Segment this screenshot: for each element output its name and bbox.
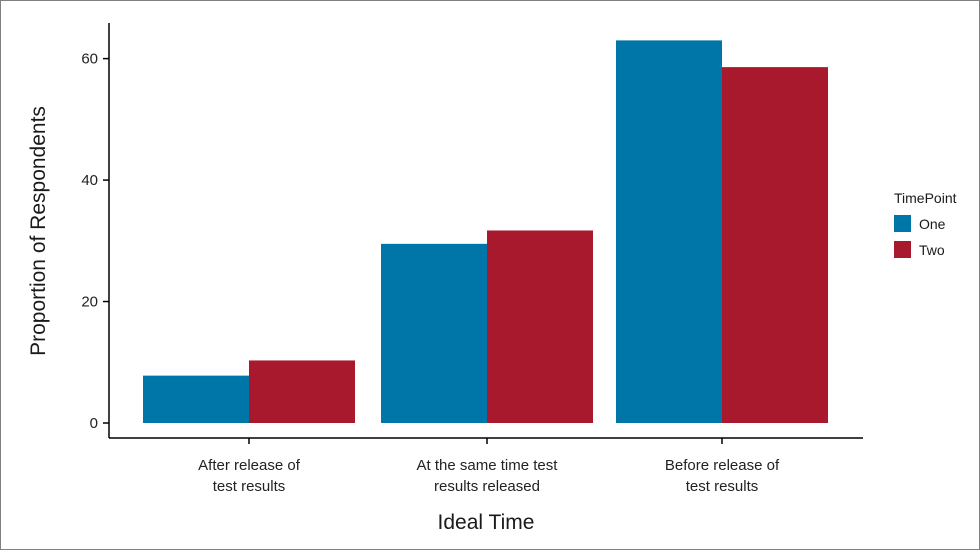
y-tick-label: 0	[90, 415, 98, 432]
bar-one-1	[143, 375, 249, 423]
legend-title: TimePoint	[894, 190, 957, 206]
y-ticks: 0 20 40 60	[81, 51, 109, 432]
legend-swatch-one	[894, 215, 911, 232]
axes	[108, 23, 863, 439]
x-tick-label: test results	[213, 478, 286, 495]
legend-label-one: One	[919, 216, 946, 232]
x-tick-label: After release of	[198, 457, 301, 474]
y-tick-label: 40	[81, 172, 98, 189]
y-tick-label: 20	[81, 294, 98, 311]
x-tick-label: Before release of	[665, 457, 780, 474]
x-tick-label: results released	[434, 478, 540, 495]
bar-two-1	[249, 360, 355, 423]
x-tick-label: At the same time test	[417, 457, 559, 474]
x-ticks: After release of test results At the same …	[198, 438, 780, 495]
bar-one-2	[381, 243, 487, 423]
legend-swatch-two	[894, 241, 911, 258]
legend: TimePoint One Two	[894, 190, 957, 258]
x-tick-label: test results	[686, 478, 759, 495]
bar-one-3	[616, 40, 722, 423]
x-axis-title: Ideal Time	[438, 511, 535, 534]
bars	[143, 40, 828, 423]
bar-two-2	[487, 230, 593, 423]
bar-two-3	[722, 67, 828, 423]
y-axis-title: Proportion of Respondents	[27, 106, 50, 356]
legend-label-two: Two	[919, 242, 945, 258]
y-tick-label: 60	[81, 51, 98, 68]
